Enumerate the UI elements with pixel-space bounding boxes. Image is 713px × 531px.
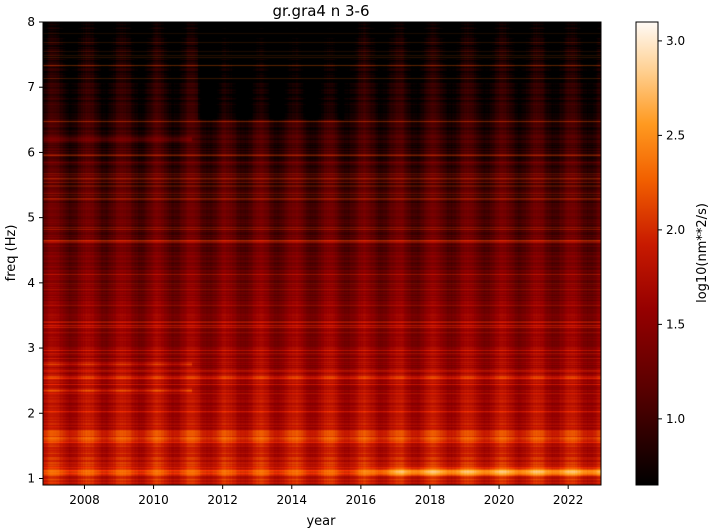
x-tick-label: 2008	[69, 493, 100, 507]
chart-title: gr.gra4 n 3-6	[272, 2, 369, 20]
x-tick-label: 2022	[553, 493, 584, 507]
colorbar-tick-label: 2.0	[666, 223, 685, 237]
colorbar-tick-label: 1.5	[666, 317, 685, 331]
colorbar-label: log10(nm**2/s)	[695, 203, 710, 303]
y-tick-label: 3	[27, 341, 35, 355]
colorbar-tick-label: 3.0	[666, 34, 685, 48]
x-axis: 2008 2010 2012 2014 2016 2018 2020 2022	[69, 485, 583, 507]
heatmap-canvas	[43, 22, 601, 485]
colorbar-tick-label: 2.5	[666, 128, 685, 142]
y-tick-label: 8	[27, 15, 35, 29]
x-tick-label: 2018	[415, 493, 446, 507]
x-axis-label: year	[306, 514, 336, 529]
colorbar: 1.0 1.5 2.0 2.5 3.0 log10(nm**2/s)	[635, 21, 710, 486]
y-axis-label: freq (Hz)	[4, 225, 19, 282]
colorbar-tick-label: 1.0	[666, 412, 685, 426]
x-tick-label: 2010	[138, 493, 169, 507]
plot-area	[42, 21, 602, 486]
y-axis: 1 2 3 4 5 6 7 8	[27, 15, 43, 485]
y-tick-label: 2	[27, 406, 35, 420]
colorbar-gradient	[635, 21, 659, 486]
y-tick-label: 5	[27, 211, 35, 225]
y-tick-label: 7	[27, 80, 35, 94]
y-tick-label: 6	[27, 145, 35, 159]
y-tick-label: 1	[27, 471, 35, 485]
x-tick-label: 2014	[276, 493, 307, 507]
y-tick-label: 4	[27, 276, 35, 290]
x-tick-label: 2016	[346, 493, 377, 507]
x-tick-label: 2020	[484, 493, 515, 507]
colorbar-ticks: 1.0 1.5 2.0 2.5 3.0	[658, 34, 685, 426]
plot-frame	[42, 21, 602, 486]
x-tick-label: 2012	[207, 493, 238, 507]
